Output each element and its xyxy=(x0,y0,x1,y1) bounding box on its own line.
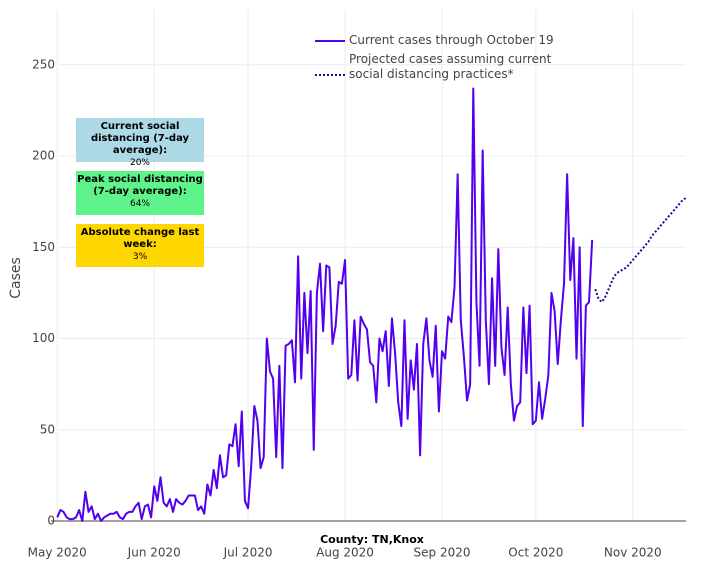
x-tick-label: Nov 2020 xyxy=(604,546,662,560)
legend-swatch xyxy=(315,74,345,76)
annotation-value: 64% xyxy=(129,199,150,209)
legend-label: Current cases through October 19 xyxy=(349,33,554,47)
annotation-box: Absolute change last week: 3% xyxy=(76,224,204,267)
series-line xyxy=(56,87,594,522)
annotation-label: Current social distancing (7-day average… xyxy=(90,121,190,156)
legend-item: Projected cases assuming current social … xyxy=(313,52,554,82)
x-tick-label: Oct 2020 xyxy=(508,546,563,560)
x-tick-label: Jul 2020 xyxy=(223,546,273,560)
x-tick-label: Jun 2020 xyxy=(127,546,181,560)
y-axis-label: Cases xyxy=(8,257,24,299)
annotation-value: 20% xyxy=(129,158,150,168)
x-tick-label: Sep 2020 xyxy=(414,546,471,560)
series-line xyxy=(594,197,687,303)
x-axis-label: County: TN,Knox xyxy=(320,533,424,546)
legend-label: Projected cases assuming current social … xyxy=(349,52,552,81)
annotation-value: 3% xyxy=(132,252,148,262)
legend-item: Current cases through October 19 xyxy=(313,33,554,48)
annotation-label: Absolute change last week: xyxy=(80,227,200,250)
x-tick-label: May 2020 xyxy=(28,546,87,560)
annotation-box: Peak social distancing (7-day average): … xyxy=(76,171,204,215)
x-tick-label: Aug 2020 xyxy=(316,546,374,560)
y-tick-label: 100 xyxy=(32,331,55,345)
legend-swatch xyxy=(315,40,345,42)
y-tick-label: 250 xyxy=(32,57,55,71)
y-tick-label: 50 xyxy=(40,422,55,436)
annotation-box: Current social distancing (7-day average… xyxy=(76,118,204,168)
y-tick-label: 200 xyxy=(32,149,55,163)
annotation-label: Peak social distancing (7-day average): xyxy=(77,174,203,197)
legend: Current cases through October 19 Project… xyxy=(313,33,554,86)
y-tick-label: 150 xyxy=(32,240,55,254)
